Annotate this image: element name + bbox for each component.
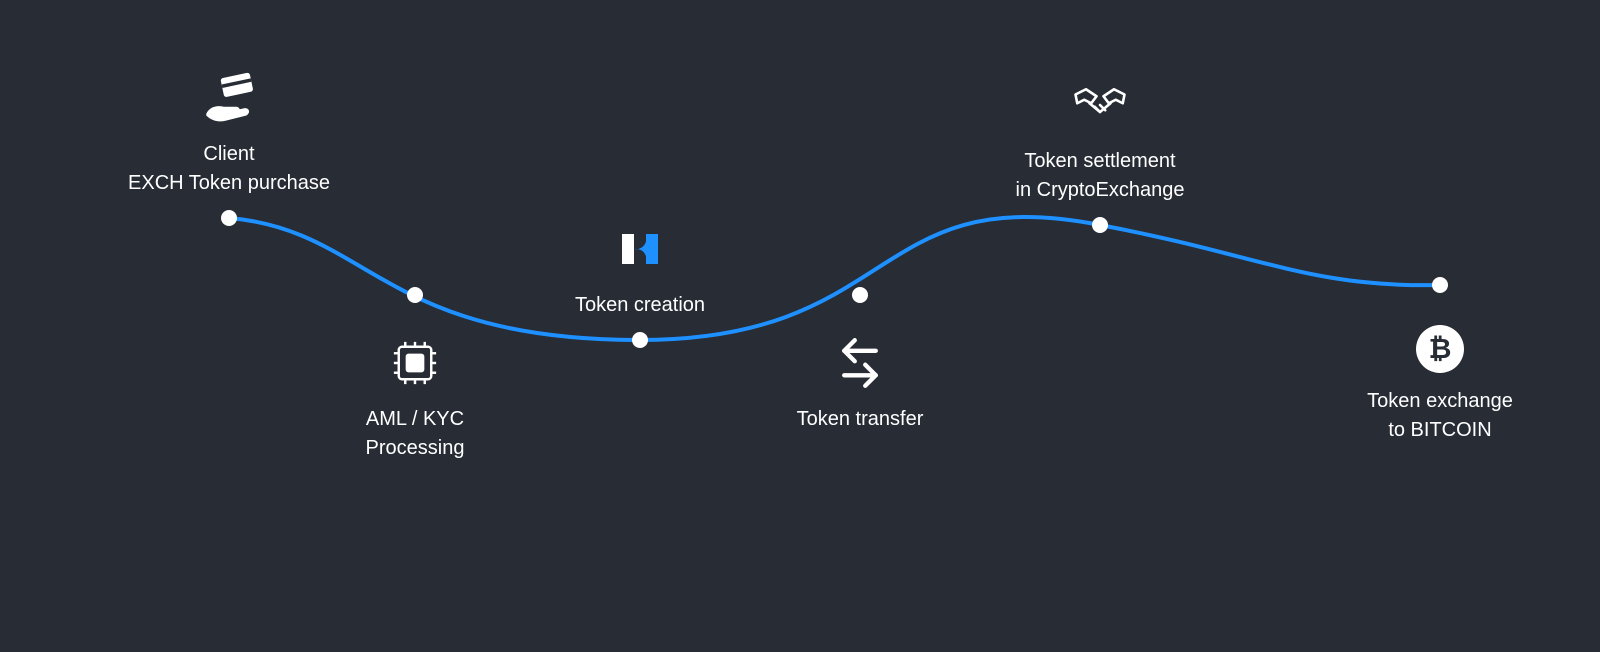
step-bitcoin-label-2: to BITCOIN	[1300, 416, 1580, 445]
step-aml-label-2: Processing	[275, 434, 555, 463]
card-hand-icon	[201, 70, 257, 126]
process-flow-diagram: Client EXCH Token purchase AML / KYC	[0, 0, 1600, 652]
bitcoin-icon: ₿	[1416, 325, 1464, 373]
handshake-icon	[1072, 77, 1128, 133]
arrows-lr-icon	[832, 335, 888, 391]
flow-node-dot	[1092, 217, 1108, 233]
step-token-settlement: Token settlement in CryptoExchange	[960, 77, 1240, 205]
flow-node-dot	[221, 210, 237, 226]
step-client-label-1: Client	[89, 140, 369, 169]
step-creation-label-1: Token creation	[500, 291, 780, 320]
step-client-label-2: EXCH Token purchase	[89, 169, 369, 198]
step-transfer-label-1: Token transfer	[720, 405, 1000, 434]
flow-node-dot	[407, 287, 423, 303]
step-aml-kyc: AML / KYC Processing	[275, 321, 555, 463]
step-aml-label-1: AML / KYC	[275, 405, 555, 434]
step-settlement-label-2: in CryptoExchange	[960, 176, 1240, 205]
flow-node-dot	[852, 287, 868, 303]
step-bitcoin-label-1: Token exchange	[1300, 387, 1580, 416]
step-token-creation: Token creation	[500, 221, 780, 320]
step-client-purchase: Client EXCH Token purchase	[89, 70, 369, 198]
token-logo-icon	[612, 221, 668, 277]
step-bitcoin-exchange: ₿ Token exchange to BITCOIN	[1300, 311, 1580, 445]
flow-node-dot	[1432, 277, 1448, 293]
flow-node-dot	[632, 332, 648, 348]
step-token-transfer: Token transfer	[720, 321, 1000, 434]
step-settlement-label-1: Token settlement	[960, 147, 1240, 176]
chip-icon	[387, 335, 443, 391]
